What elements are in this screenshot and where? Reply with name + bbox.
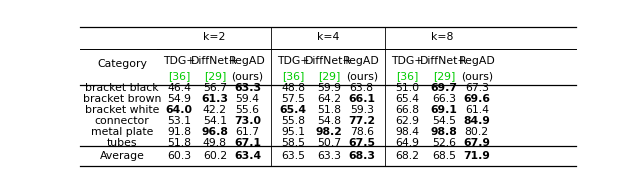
Text: 66.1: 66.1 — [348, 94, 375, 104]
Text: 55.6: 55.6 — [236, 105, 260, 115]
Text: 96.8: 96.8 — [202, 127, 228, 137]
Text: 63.5: 63.5 — [282, 151, 305, 161]
Text: bracket brown: bracket brown — [83, 94, 161, 104]
Text: 46.4: 46.4 — [167, 83, 191, 93]
Text: Category: Category — [97, 59, 147, 70]
Text: 78.6: 78.6 — [349, 127, 374, 137]
Text: 68.3: 68.3 — [348, 151, 375, 161]
Text: Average: Average — [100, 151, 145, 161]
Text: 48.8: 48.8 — [282, 83, 305, 93]
Text: 62.9: 62.9 — [396, 116, 419, 126]
Text: tubes: tubes — [107, 139, 138, 149]
Text: 67.1: 67.1 — [234, 139, 261, 149]
Text: 54.1: 54.1 — [203, 116, 227, 126]
Text: metal plate: metal plate — [91, 127, 154, 137]
Text: 98.2: 98.2 — [316, 127, 342, 137]
Text: 63.8: 63.8 — [349, 83, 374, 93]
Text: 98.8: 98.8 — [431, 127, 458, 137]
Text: TDG+: TDG+ — [277, 56, 310, 66]
Text: 50.7: 50.7 — [317, 139, 341, 149]
Text: RegAD: RegAD — [458, 56, 495, 66]
Text: DiffNet+: DiffNet+ — [420, 56, 468, 66]
Text: 60.3: 60.3 — [167, 151, 191, 161]
Text: 66.8: 66.8 — [396, 105, 419, 115]
Text: (ours): (ours) — [232, 71, 264, 81]
Text: 63.3: 63.3 — [234, 83, 261, 93]
Text: TDG+: TDG+ — [391, 56, 424, 66]
Text: [36]: [36] — [282, 71, 305, 81]
Text: [29]: [29] — [204, 71, 226, 81]
Text: 65.4: 65.4 — [280, 105, 307, 115]
Text: 57.5: 57.5 — [282, 94, 305, 104]
Text: bracket black: bracket black — [85, 83, 159, 93]
Text: 52.6: 52.6 — [432, 139, 456, 149]
Text: [36]: [36] — [396, 71, 419, 81]
Text: 95.1: 95.1 — [282, 127, 305, 137]
Text: k=2: k=2 — [203, 32, 225, 42]
Text: 56.7: 56.7 — [203, 83, 227, 93]
Text: k=4: k=4 — [317, 32, 339, 42]
Text: [29]: [29] — [318, 71, 340, 81]
Text: 65.4: 65.4 — [396, 94, 419, 104]
Text: 63.3: 63.3 — [317, 151, 341, 161]
Text: 42.2: 42.2 — [203, 105, 227, 115]
Text: 61.7: 61.7 — [236, 127, 260, 137]
Text: (ours): (ours) — [461, 71, 493, 81]
Text: 66.3: 66.3 — [432, 94, 456, 104]
Text: 59.3: 59.3 — [349, 105, 374, 115]
Text: 80.2: 80.2 — [465, 127, 489, 137]
Text: 84.9: 84.9 — [463, 116, 490, 126]
Text: 69.1: 69.1 — [431, 105, 458, 115]
Text: 67.3: 67.3 — [465, 83, 489, 93]
Text: 58.5: 58.5 — [282, 139, 305, 149]
Text: 59.9: 59.9 — [317, 83, 341, 93]
Text: k=8: k=8 — [431, 32, 453, 42]
Text: [36]: [36] — [168, 71, 190, 81]
Text: [29]: [29] — [433, 71, 455, 81]
Text: 53.1: 53.1 — [167, 116, 191, 126]
Text: 68.2: 68.2 — [396, 151, 419, 161]
Text: TDG+: TDG+ — [163, 56, 195, 66]
Text: 60.2: 60.2 — [203, 151, 227, 161]
Text: 49.8: 49.8 — [203, 139, 227, 149]
Text: 54.8: 54.8 — [317, 116, 341, 126]
Text: 64.9: 64.9 — [396, 139, 419, 149]
Text: RegAD: RegAD — [343, 56, 380, 66]
Text: 91.8: 91.8 — [167, 127, 191, 137]
Text: 51.8: 51.8 — [317, 105, 341, 115]
Text: 55.8: 55.8 — [282, 116, 305, 126]
Text: (ours): (ours) — [346, 71, 378, 81]
Text: 54.5: 54.5 — [432, 116, 456, 126]
Text: 54.9: 54.9 — [167, 94, 191, 104]
Text: 59.4: 59.4 — [236, 94, 260, 104]
Text: 64.2: 64.2 — [317, 94, 341, 104]
Text: RegAD: RegAD — [229, 56, 266, 66]
Text: 61.3: 61.3 — [202, 94, 228, 104]
Text: 51.8: 51.8 — [167, 139, 191, 149]
Text: 67.9: 67.9 — [463, 139, 490, 149]
Text: DiffNet+: DiffNet+ — [305, 56, 353, 66]
Text: connector: connector — [95, 116, 150, 126]
Text: 98.4: 98.4 — [396, 127, 419, 137]
Text: bracket white: bracket white — [85, 105, 159, 115]
Text: 63.4: 63.4 — [234, 151, 261, 161]
Text: 69.6: 69.6 — [463, 94, 490, 104]
Text: 68.5: 68.5 — [432, 151, 456, 161]
Text: 67.5: 67.5 — [348, 139, 375, 149]
Text: 77.2: 77.2 — [348, 116, 375, 126]
Text: 64.0: 64.0 — [166, 105, 193, 115]
Text: 61.4: 61.4 — [465, 105, 489, 115]
Text: 71.9: 71.9 — [463, 151, 490, 161]
Text: DiffNet+: DiffNet+ — [191, 56, 239, 66]
Text: 73.0: 73.0 — [234, 116, 261, 126]
Text: 51.0: 51.0 — [396, 83, 419, 93]
Text: 69.7: 69.7 — [431, 83, 458, 93]
